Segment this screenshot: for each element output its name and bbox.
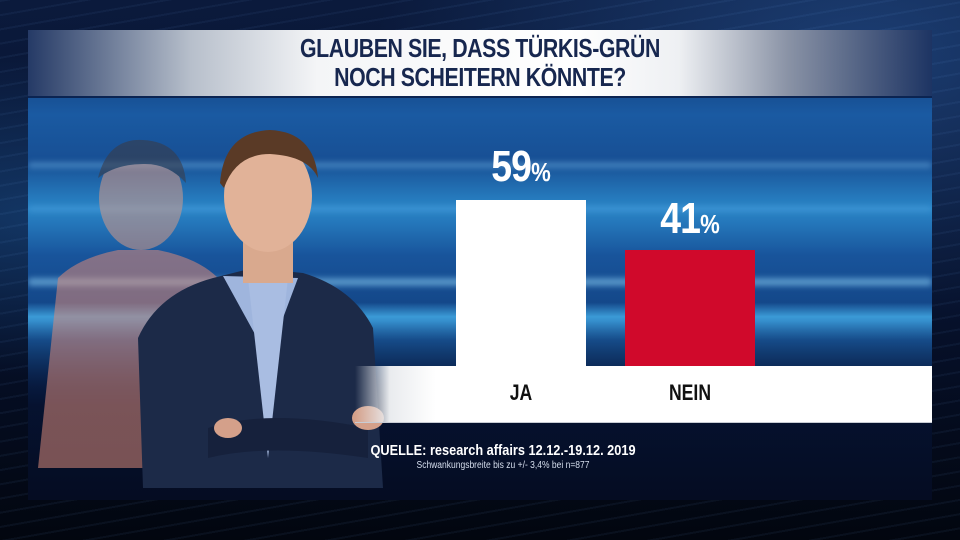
ja-value: 59 bbox=[491, 142, 532, 191]
ja-percentage: 59% bbox=[453, 142, 589, 192]
poll-panel: GLAUBEN SIE, DASS TÜRKIS-GRÜN NOCH SCHEI… bbox=[28, 30, 932, 500]
source-text: QUELLE: research affairs 12.12.-19.12. 2… bbox=[370, 442, 636, 459]
nein-value: 41 bbox=[660, 194, 701, 243]
question-title: GLAUBEN SIE, DASS TÜRKIS-GRÜN NOCH SCHEI… bbox=[109, 34, 850, 92]
margin-of-error-text: Schwankungsbreite bis zu +/- 3,4% bei n=… bbox=[416, 460, 590, 471]
nein-unit: % bbox=[700, 209, 720, 239]
nein-percentage: 41% bbox=[622, 194, 758, 244]
title-line-2: NOCH SCHEITERN KÖNNTE? bbox=[334, 62, 626, 92]
bar-ja bbox=[456, 200, 586, 366]
question-header: GLAUBEN SIE, DASS TÜRKIS-GRÜN NOCH SCHEI… bbox=[28, 30, 932, 98]
ja-unit: % bbox=[531, 157, 551, 187]
category-nein: NEIN bbox=[668, 380, 712, 405]
category-label-strip: JA NEIN bbox=[355, 366, 932, 423]
category-ja: JA bbox=[509, 380, 533, 405]
foreground-person-photo bbox=[138, 128, 388, 488]
title-line-1: GLAUBEN SIE, DASS TÜRKIS-GRÜN bbox=[299, 33, 661, 63]
source-block: QUELLE: research affairs 12.12.-19.12. 2… bbox=[328, 442, 678, 471]
light-streak bbox=[28, 162, 932, 168]
bar-nein bbox=[625, 250, 755, 366]
